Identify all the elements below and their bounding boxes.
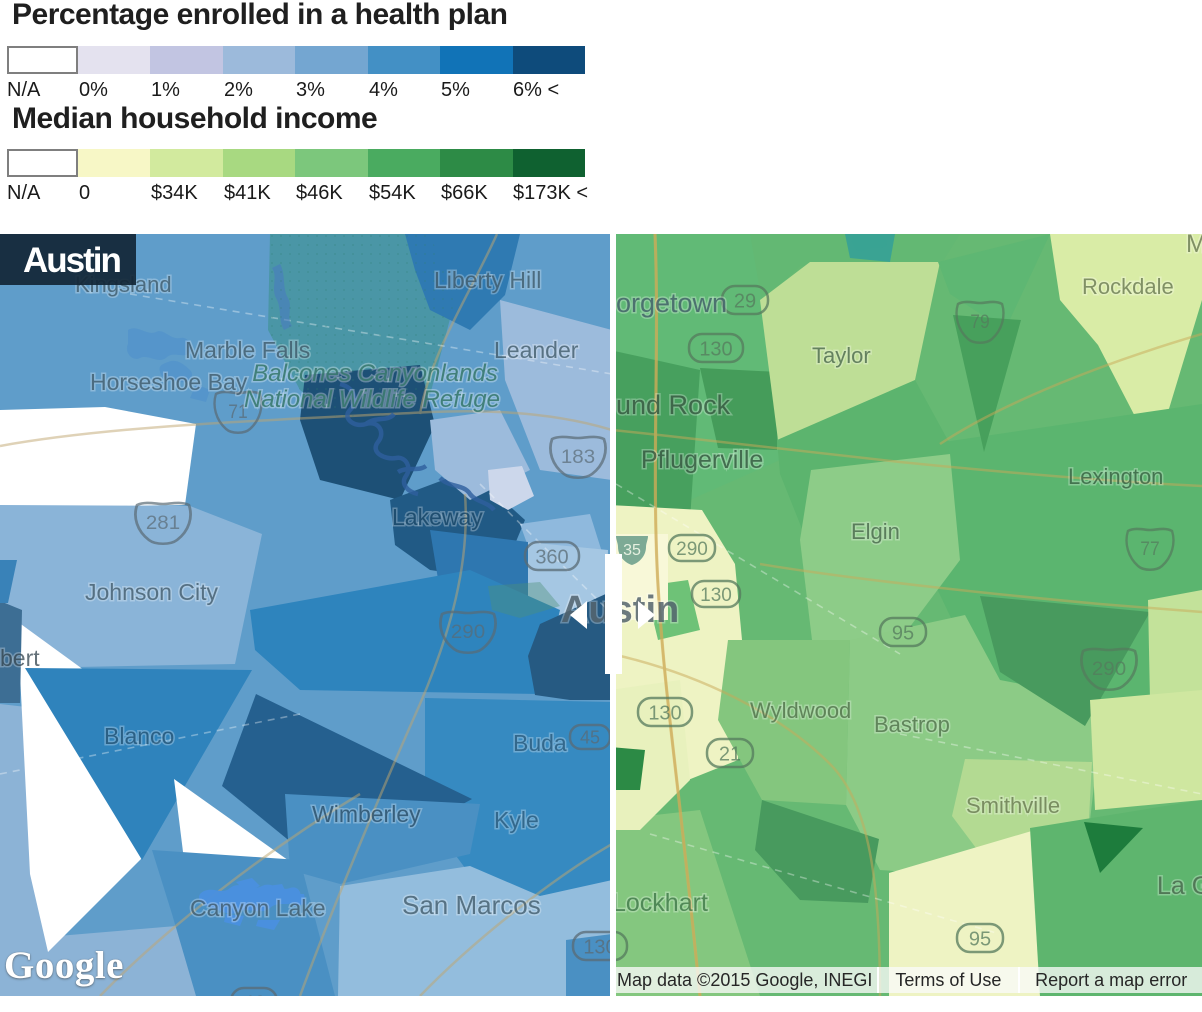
svg-text:46: 46 — [243, 993, 265, 997]
svg-text:45: 45 — [580, 728, 600, 748]
svg-text:290: 290 — [1092, 659, 1126, 680]
svg-text:Marble Falls: Marble Falls — [185, 337, 310, 363]
svg-text:130: 130 — [616, 937, 617, 959]
svg-text:95: 95 — [969, 929, 991, 951]
svg-text:79: 79 — [970, 310, 989, 332]
svg-text:35: 35 — [623, 542, 641, 559]
svg-text:Balcones Canyonlands: Balcones Canyonlands — [252, 360, 498, 387]
svg-text:Taylor: Taylor — [812, 343, 871, 368]
svg-text:Blanco: Blanco — [104, 723, 174, 749]
svg-text:bert: bert — [0, 645, 40, 671]
svg-text:130: 130 — [700, 585, 732, 606]
svg-text:Wyldwood: Wyldwood — [750, 698, 851, 723]
svg-text:Rockdale: Rockdale — [1082, 274, 1174, 299]
svg-text:National Wildlife Refuge: National Wildlife Refuge — [244, 386, 500, 413]
svg-text:Bastrop: Bastrop — [874, 712, 950, 737]
svg-text:Liberty Hill: Liberty Hill — [434, 267, 541, 293]
svg-text:77: 77 — [1140, 537, 1159, 559]
svg-text:Leander: Leander — [494, 337, 579, 363]
svg-text:290: 290 — [451, 622, 485, 643]
svg-text:und Rock: und Rock — [616, 390, 731, 420]
svg-text:71: 71 — [228, 400, 247, 422]
svg-text:130: 130 — [699, 339, 732, 361]
svg-text:Horseshoe Bay: Horseshoe Bay — [90, 369, 248, 395]
svg-text:Johnson City: Johnson City — [85, 579, 218, 605]
svg-text:130: 130 — [583, 937, 610, 959]
svg-text:29: 29 — [734, 291, 756, 313]
svg-text:Lexington: Lexington — [1068, 464, 1163, 489]
svg-text:Buda: Buda — [513, 730, 567, 756]
svg-text:290: 290 — [676, 539, 708, 560]
svg-text:La G: La G — [1157, 872, 1202, 900]
svg-text:Kyle: Kyle — [494, 807, 539, 833]
svg-text:95: 95 — [892, 623, 914, 645]
svg-text:130: 130 — [648, 703, 681, 725]
svg-text:21: 21 — [719, 744, 741, 766]
svg-text:M: M — [1186, 234, 1202, 258]
svg-text:Pflugerville: Pflugerville — [641, 446, 763, 474]
svg-text:Smithville: Smithville — [966, 793, 1060, 818]
svg-text:360: 360 — [535, 547, 568, 569]
svg-text:orgetown: orgetown — [616, 288, 727, 318]
svg-text:281: 281 — [146, 513, 180, 534]
svg-text:Lockhart: Lockhart — [616, 889, 708, 917]
svg-text:Elgin: Elgin — [851, 519, 900, 544]
svg-text:Canyon Lake: Canyon Lake — [190, 895, 326, 921]
svg-text:Wimberley: Wimberley — [312, 801, 421, 827]
svg-text:San Marcos: San Marcos — [402, 890, 541, 920]
svg-text:183: 183 — [561, 447, 595, 468]
svg-text:Lakeway: Lakeway — [392, 504, 483, 530]
